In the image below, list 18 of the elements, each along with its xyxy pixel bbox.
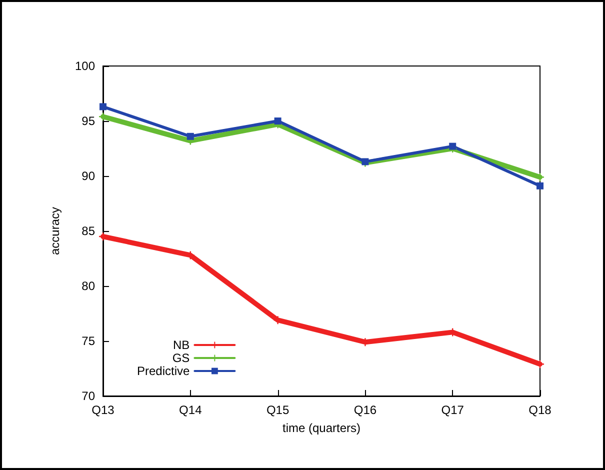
x-tick-label: Q14 xyxy=(179,403,202,417)
x-tick-label: Q13 xyxy=(92,403,115,417)
y-tick-label: 85 xyxy=(82,224,96,238)
x-axis-title: time (quarters) xyxy=(282,421,361,435)
x-tick-label: Q16 xyxy=(354,403,377,417)
y-tick-label: 100 xyxy=(74,59,96,73)
x-tick-label: Q15 xyxy=(266,403,290,417)
y-tick-label: 70 xyxy=(82,389,96,403)
legend-label: Predictive xyxy=(137,364,190,378)
y-tick-label: 95 xyxy=(82,114,96,128)
y-axis-title: accuracy xyxy=(48,206,62,256)
y-tick-label: 75 xyxy=(82,334,96,348)
x-tick-label: Q18 xyxy=(528,403,552,417)
y-tick-label: 90 xyxy=(82,169,96,183)
legend-label: GS xyxy=(172,351,190,365)
x-tick-label: Q17 xyxy=(441,403,464,417)
y-tick-label: 80 xyxy=(82,279,96,293)
legend-label: NB xyxy=(173,338,190,352)
